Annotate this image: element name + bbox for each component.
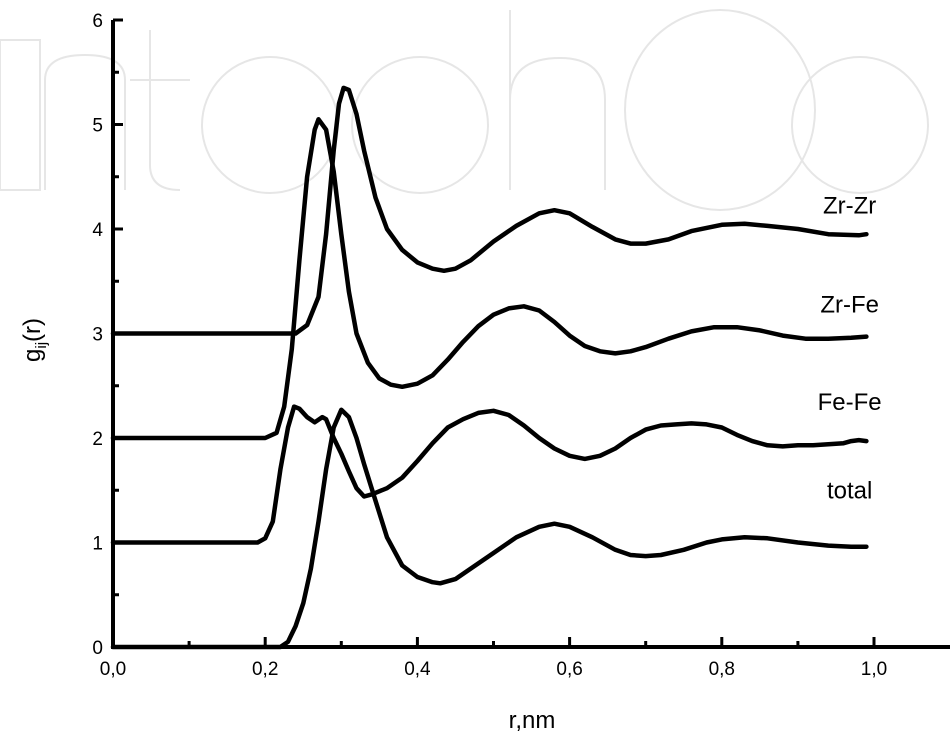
y-axis-title: gij(r) [19,318,50,362]
x-tick-label-3: 0,6 [556,659,582,680]
y-tick-label-4: 4 [92,220,103,241]
x-axis-title: r,nm [509,707,556,734]
y-axis-title-main: g [19,349,46,362]
watermark-logo [0,9,929,211]
series-label-zr-zr: Zr-Zr [823,192,876,219]
y-tick-label-1: 1 [92,534,103,555]
x-tick-label-5: 1,0 [861,659,887,680]
series-line-total [110,407,869,650]
x-tick-label-2: 0,4 [404,659,431,680]
series-label-total: total [827,478,872,505]
y-tick-label-3: 3 [92,325,103,346]
y-tick-label-6: 6 [92,11,103,32]
x-ticks: 0,0 0,2 0,4 0,6 0,8 1,0 [100,637,887,680]
x-tick-label-1: 0,2 [252,659,278,680]
svg-text:gij(r): gij(r) [19,318,50,362]
x-tick-label-0: 0,0 [100,659,126,680]
y-tick-label-2: 2 [92,429,103,450]
y-tick-label-0: 0 [92,638,103,659]
series-labels: Zr-Zr Zr-Fe Fe-Fe total [818,192,882,504]
y-tick-label-5: 5 [92,116,103,137]
series-label-fe-fe: Fe-Fe [818,389,882,416]
y-axis-title-tail: (r) [19,318,46,342]
plot-area [110,85,869,650]
series-line-zr-zr [110,85,869,336]
y-axis-title-sub: ij [33,342,50,349]
series-line-zr-fe [110,117,869,441]
series-line-fe-fe [110,404,869,545]
y-ticks: 0 1 2 3 4 5 6 [92,11,123,659]
x-tick-label-4: 0,8 [709,659,735,680]
series-label-zr-fe: Zr-Fe [820,292,879,319]
